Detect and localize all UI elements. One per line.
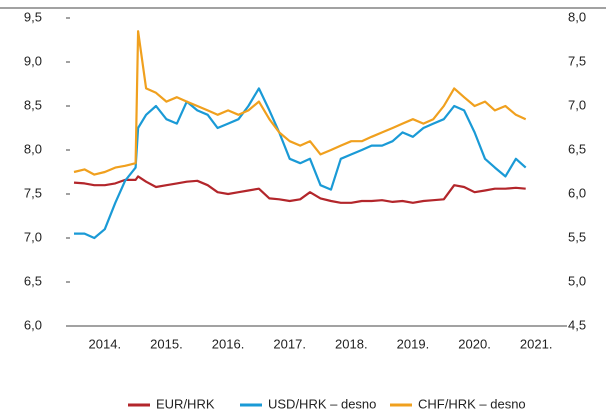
series-line [74, 87, 527, 240]
legend-label: CHF/HRK – desno [418, 396, 526, 411]
y-tick-label: 7,5 [24, 185, 42, 200]
y-tick-label: 9,0 [24, 53, 42, 68]
y-tick-label: 6,0 [24, 317, 42, 332]
x-tick-label: 2021. [520, 336, 553, 351]
x-tick-label: 2014. [89, 336, 122, 351]
y2-tick-label: 5,5 [568, 229, 586, 244]
y2-tick-label: 6,0 [568, 185, 586, 200]
x-tick-label: 2015. [150, 336, 183, 351]
y-tick-label: 7,0 [24, 229, 42, 244]
x-tick-label: 2018. [335, 336, 368, 351]
y-tick-label: 8,0 [24, 141, 42, 156]
y-tick-label: 9,5 [24, 9, 42, 24]
y-tick-label: 6,5 [24, 273, 42, 288]
y2-tick-label: 6,5 [568, 141, 586, 156]
x-tick-label: 2017. [273, 336, 306, 351]
y2-tick-label: 7,0 [568, 97, 586, 112]
y-tick-label: 8,5 [24, 97, 42, 112]
legend-label: EUR/HRK [156, 396, 215, 411]
y2-tick-label: 5,0 [568, 273, 586, 288]
x-tick-label: 2020. [458, 336, 491, 351]
y2-tick-label: 4,5 [568, 317, 586, 332]
series-line [73, 175, 526, 204]
x-tick-label: 2019. [397, 336, 430, 351]
legend-label: USD/HRK – desno [268, 396, 376, 411]
y2-tick-label: 8,0 [568, 9, 586, 24]
series-line [73, 30, 527, 176]
x-tick-label: 2016. [212, 336, 245, 351]
y2-tick-label: 7,5 [568, 53, 586, 68]
